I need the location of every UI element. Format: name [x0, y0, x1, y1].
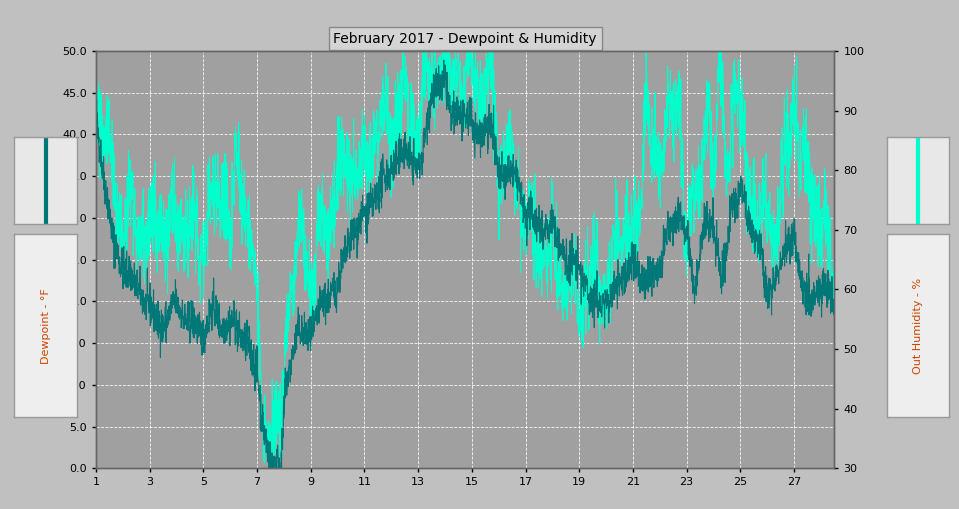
Text: Dewpoint - °F: Dewpoint - °F [40, 288, 51, 363]
Text: Out Humidity - %: Out Humidity - % [913, 278, 924, 374]
Title: February 2017 - Dewpoint & Humidity: February 2017 - Dewpoint & Humidity [334, 32, 596, 46]
